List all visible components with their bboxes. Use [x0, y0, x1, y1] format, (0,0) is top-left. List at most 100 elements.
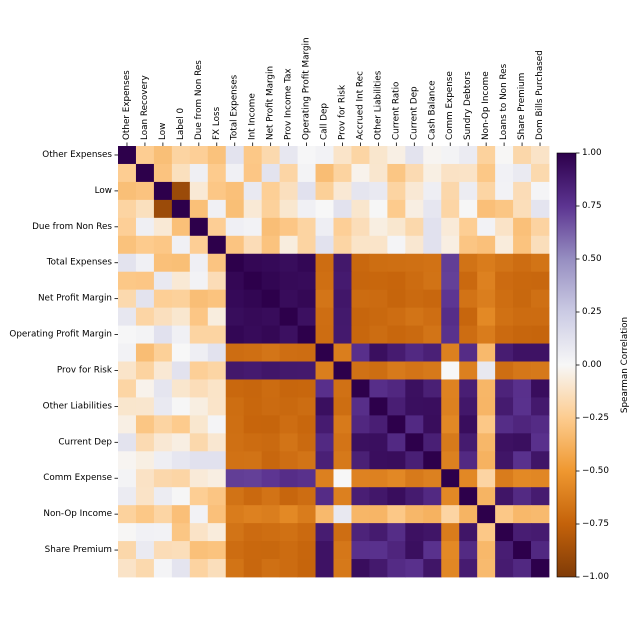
- heatmap-cell: [351, 163, 370, 183]
- heatmap-cell: [387, 271, 406, 291]
- heatmap-cell: [135, 361, 155, 380]
- heatmap-cell: [189, 307, 209, 326]
- y-tick-label: Operating Profit Margin: [9, 330, 112, 340]
- heatmap-cell: [118, 271, 137, 291]
- heatmap-cell: [189, 163, 209, 183]
- heatmap-cell: [423, 505, 442, 524]
- heatmap-cell: [153, 343, 173, 362]
- heatmap-cell: [459, 343, 478, 362]
- heatmap-cell: [225, 451, 245, 470]
- x-tick-label: Other Expenses: [122, 70, 132, 140]
- heatmap-cell: [351, 541, 370, 560]
- heatmap-cell: [297, 199, 316, 219]
- x-tick-label: Other Liabilities: [373, 70, 383, 140]
- heatmap-cell: [405, 433, 424, 452]
- heatmap-cell: [333, 181, 352, 201]
- heatmap-cell: [189, 146, 209, 165]
- x-tick-label: Int Income: [248, 93, 258, 140]
- heatmap-cell: [477, 181, 496, 201]
- heatmap-cell: [387, 289, 406, 309]
- heatmap-cell: [118, 541, 137, 560]
- heatmap-cell: [351, 146, 370, 165]
- heatmap-cell: [118, 361, 137, 380]
- heatmap-cell: [459, 379, 478, 398]
- heatmap-cell: [243, 163, 263, 183]
- heatmap-cell: [477, 541, 496, 560]
- heatmap-cell: [153, 163, 173, 183]
- heatmap-cell: [315, 289, 334, 309]
- heatmap-cell: [477, 397, 496, 416]
- heatmap-cell: [387, 325, 406, 344]
- heatmap-cell: [135, 181, 155, 201]
- heatmap-cell: [333, 451, 352, 470]
- colorbar-tick-label: 0.25: [582, 307, 602, 317]
- heatmap-cell: [495, 415, 514, 434]
- heatmap-cell: [189, 217, 209, 237]
- heatmap-cell: [297, 163, 316, 183]
- y-axis-ticks: Other Expenses Low Due from Non Res Total E…: [9, 150, 118, 555]
- heatmap-cell: [315, 415, 334, 434]
- heatmap-cell: [171, 289, 191, 309]
- heatmap-cell: [243, 541, 263, 560]
- y-tick-label: Prov for Risk: [57, 365, 113, 375]
- heatmap-cell: [135, 415, 155, 434]
- heatmap-cell: [207, 343, 227, 362]
- heatmap-cell: [261, 523, 281, 542]
- heatmap-cell: [333, 163, 352, 183]
- heatmap-cell: [297, 361, 316, 380]
- heatmap-cell: [441, 397, 460, 416]
- heatmap-cell: [279, 523, 298, 542]
- heatmap-cell: [513, 343, 532, 362]
- heatmap-cell: [477, 451, 496, 470]
- heatmap-cell: [441, 361, 460, 380]
- heatmap-cell: [387, 307, 406, 326]
- heatmap-cell: [333, 415, 352, 434]
- heatmap-cell: [153, 469, 173, 488]
- heatmap-cell: [243, 361, 263, 380]
- heatmap-cell: [118, 307, 137, 326]
- heatmap-cell: [531, 505, 550, 524]
- heatmap-cell: [369, 199, 388, 219]
- heatmap-cell: [405, 343, 424, 362]
- heatmap-cell: [531, 199, 550, 219]
- heatmap-cell: [333, 397, 352, 416]
- heatmap-cell: [135, 469, 155, 488]
- colorbar-tick-label: 0.00: [582, 360, 602, 370]
- heatmap-cell: [351, 253, 370, 273]
- heatmap-cell: [477, 325, 496, 344]
- heatmap-cell: [261, 199, 281, 219]
- heatmap-cell: [189, 361, 209, 380]
- heatmap-cell: [495, 451, 514, 470]
- heatmap-cell: [531, 163, 550, 183]
- heatmap-cell: [279, 307, 298, 326]
- x-tick-label: Loans to Non Res: [499, 63, 509, 140]
- heatmap-cell: [423, 163, 442, 183]
- heatmap-cell: [333, 289, 352, 309]
- heatmap-cell: [405, 487, 424, 506]
- heatmap-cell: [459, 199, 478, 219]
- heatmap-cell: [459, 397, 478, 416]
- heatmap-cell: [369, 379, 388, 398]
- heatmap-cell: [423, 289, 442, 309]
- heatmap-cell: [243, 181, 263, 201]
- heatmap-cell: [207, 361, 227, 380]
- heatmap-cell: [351, 433, 370, 452]
- heatmap-cell: [297, 433, 316, 452]
- heatmap-cell: [135, 271, 155, 291]
- heatmap-cell: [441, 451, 460, 470]
- heatmap-cell: [279, 163, 298, 183]
- heatmap-cell: [333, 271, 352, 291]
- heatmap-cell: [135, 146, 155, 165]
- heatmap-cell: [369, 469, 388, 488]
- heatmap-cell: [207, 163, 227, 183]
- heatmap-cell: [441, 505, 460, 524]
- heatmap-cell: [369, 217, 388, 237]
- heatmap-cell: [189, 523, 209, 542]
- heatmap-cell: [351, 559, 370, 578]
- heatmap-cell: [118, 487, 137, 506]
- heatmap-cell: [333, 217, 352, 237]
- heatmap-cell: [495, 181, 514, 201]
- heatmap-cell: [405, 325, 424, 344]
- heatmap-cell: [495, 271, 514, 291]
- heatmap-cell: [459, 325, 478, 344]
